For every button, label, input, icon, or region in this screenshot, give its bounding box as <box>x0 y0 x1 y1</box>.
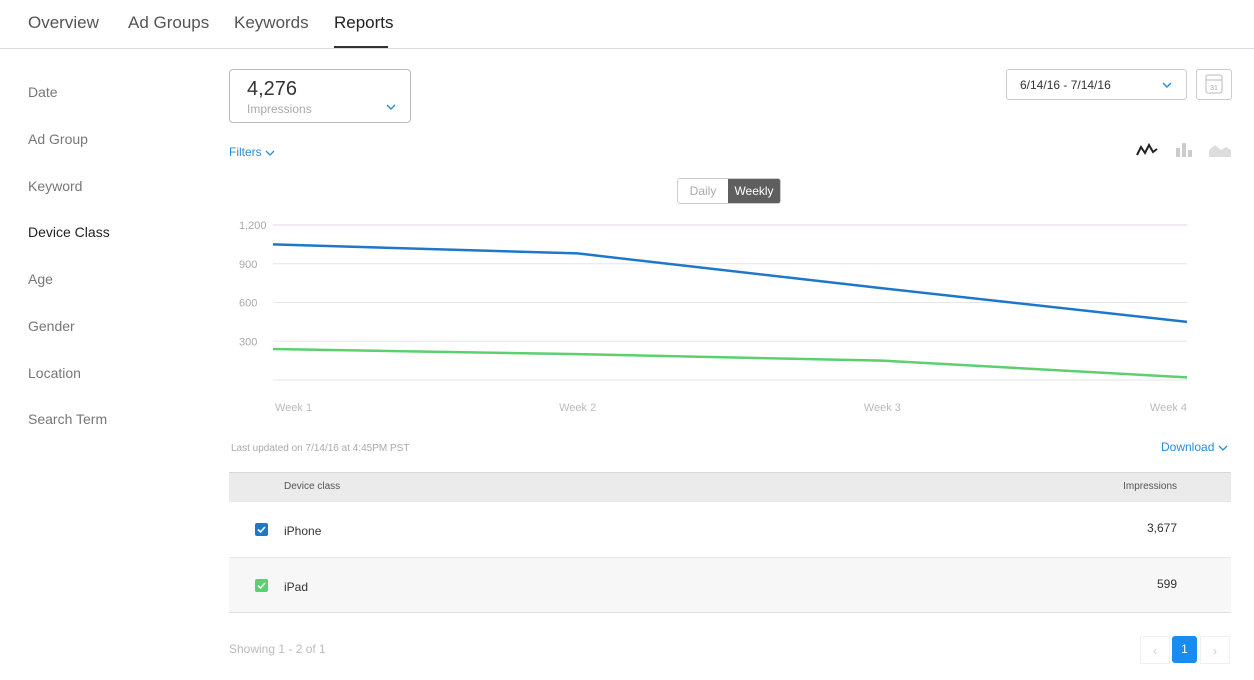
series-line <box>272 347 1188 379</box>
chevron-down-icon <box>1162 82 1172 88</box>
tab-reports[interactable]: Reports <box>334 13 394 32</box>
column-header-device-class[interactable]: Device class <box>284 481 341 492</box>
x-tick-label: Week 2 <box>559 402 596 414</box>
device-class-cell: iPhone <box>284 524 322 538</box>
sidebar-item-ad-group[interactable]: Ad Group <box>28 131 88 147</box>
impressions-cell: 3,677 <box>1146 521 1177 535</box>
x-tick-label: Week 3 <box>864 402 901 414</box>
last-updated: Last updated on 7/14/16 at 4:45PM PST <box>231 443 410 454</box>
chevron-down-icon <box>1218 445 1228 451</box>
tab-overview[interactable]: Overview <box>28 13 99 32</box>
date-range-value: 6/14/16 - 7/14/16 <box>1020 78 1111 92</box>
sidebar-item-location[interactable]: Location <box>28 365 81 381</box>
download-label: Download <box>1161 440 1215 454</box>
y-tick-label: 900 <box>239 259 257 271</box>
row-checkbox[interactable] <box>255 523 268 536</box>
sidebar-item-search-term[interactable]: Search Term <box>28 411 108 427</box>
table-row: iPad 599 <box>229 557 1231 613</box>
metric-value: 4,276 <box>247 78 298 100</box>
top-nav: Overview Ad Groups Keywords Reports <box>0 0 1254 49</box>
device-class-table: Device class Impressions iPhone 3,677 iP… <box>229 472 1231 613</box>
calendar-day: 31 <box>1210 85 1218 92</box>
filters-toggle[interactable]: Filters <box>229 145 275 159</box>
series-line <box>272 243 1188 324</box>
date-range-select[interactable]: 6/14/16 - 7/14/16 <box>1006 69 1187 100</box>
sidebar-item-device-class[interactable]: Device Class <box>28 224 110 240</box>
impressions-cell: 599 <box>1156 577 1177 591</box>
x-tick-label: Week 1 <box>275 402 312 414</box>
area-chart-icon[interactable] <box>1208 140 1232 160</box>
prev-page-button[interactable]: ‹ <box>1140 636 1170 664</box>
sidebar-item-keyword[interactable]: Keyword <box>28 178 83 194</box>
bar-chart-icon[interactable] <box>1172 140 1196 160</box>
checkmark-icon <box>257 526 266 534</box>
download-button[interactable]: Download <box>1161 440 1228 454</box>
metric-selector[interactable]: 4,276 Impressions <box>229 69 411 123</box>
row-checkbox[interactable] <box>255 579 268 592</box>
weekly-button[interactable]: Weekly <box>728 179 780 203</box>
device-class-cell: iPad <box>284 580 309 594</box>
granularity-toggle: Daily Weekly <box>677 178 781 204</box>
line-chart-icon[interactable] <box>1136 140 1160 160</box>
column-header-impressions[interactable]: Impressions <box>1123 481 1177 492</box>
table-header: Device class Impressions <box>229 472 1231 501</box>
current-page-button[interactable]: 1 <box>1172 636 1197 663</box>
chevron-down-icon <box>386 104 396 110</box>
next-page-button[interactable]: › <box>1200 636 1230 664</box>
active-tab-indicator <box>334 46 388 48</box>
sidebar-item-gender[interactable]: Gender <box>28 318 75 334</box>
tab-ad-groups[interactable]: Ad Groups <box>128 13 210 32</box>
chevron-down-icon <box>265 150 275 156</box>
daily-button[interactable]: Daily <box>678 179 728 203</box>
sidebar-item-age[interactable]: Age <box>28 271 53 287</box>
x-tick-label: Week 4 <box>1150 402 1187 414</box>
y-tick-label: 1,200 <box>239 220 267 232</box>
calendar-icon: 31 <box>1205 74 1223 94</box>
impressions-line-chart: 1,200 900 600 300 Week 1 Week 2 Week 3 Week 4 <box>239 220 1188 414</box>
tab-keywords[interactable]: Keywords <box>234 13 309 32</box>
showing-count: Showing 1 - 2 of 1 <box>229 642 326 656</box>
checkmark-icon <box>257 582 266 590</box>
filters-label: Filters <box>229 145 262 159</box>
y-tick-label: 600 <box>239 298 257 310</box>
table-row: iPhone 3,677 <box>229 501 1231 557</box>
metric-label: Impressions <box>247 102 312 116</box>
calendar-button[interactable]: 31 <box>1196 69 1232 100</box>
y-tick-label: 300 <box>239 336 257 348</box>
sidebar-item-date[interactable]: Date <box>28 84 58 100</box>
